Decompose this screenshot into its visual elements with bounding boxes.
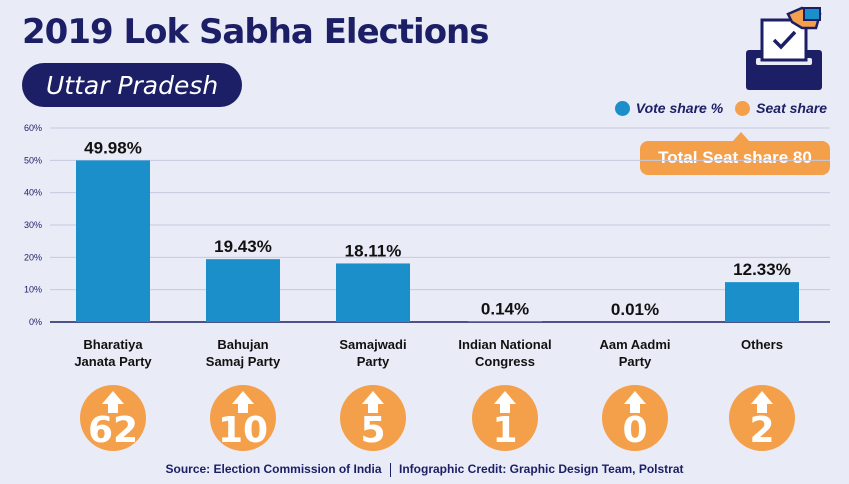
credit-text: Infographic Credit: Graphic Design Team,… (399, 462, 684, 476)
arrow-up-icon (751, 391, 773, 413)
seat-value: 2 (749, 410, 774, 451)
vote-bar (76, 160, 150, 322)
x-tick-label: Party (619, 354, 652, 369)
vote-bar (725, 282, 799, 322)
x-tick-label: Aam Aadmi (599, 337, 670, 352)
arrow-up-icon (102, 391, 124, 413)
seat-circle (472, 385, 538, 451)
vote-bar (336, 263, 410, 322)
total-seat-badge: Total Seat share 80 (640, 132, 830, 175)
data-label: 19.43% (214, 237, 272, 256)
x-tick-label: Samajwadi (339, 337, 406, 352)
legend-label-vote: Vote share % (635, 100, 724, 116)
x-tick-label: Bharatiya (83, 337, 143, 352)
legend-dot-vote (614, 100, 630, 116)
data-label: 12.33% (733, 260, 791, 279)
seat-value: 10 (218, 410, 268, 451)
y-tick-label: 60% (24, 123, 42, 133)
vote-bar (206, 259, 280, 322)
page-title: 2019 Lok Sabha Elections (22, 12, 489, 52)
arrow-up-icon (232, 391, 254, 413)
subtitle-text: Uttar Pradesh (46, 70, 219, 100)
total-seat-text: Total Seat share 80 (658, 148, 812, 167)
arrow-up-icon (624, 391, 646, 413)
seat-value: 5 (360, 410, 385, 451)
x-tick-label: Others (741, 337, 783, 352)
x-tick-label: Samaj Party (206, 354, 281, 369)
x-tick-label: Janata Party (74, 354, 152, 369)
x-tick-label: Bahujan (217, 337, 268, 352)
state-subtitle: Uttar Pradesh (22, 63, 243, 107)
legend-label-seat: Seat share (756, 100, 827, 116)
seat-circle (210, 385, 276, 451)
data-label: 0.01% (611, 300, 659, 319)
seat-value: 62 (88, 410, 138, 451)
seat-circle (80, 385, 146, 451)
data-label: 18.11% (345, 241, 402, 260)
footer: Source: Election Commission of India Info… (0, 462, 849, 477)
seat-value: 0 (622, 410, 647, 451)
data-label: 0.14% (481, 300, 529, 319)
source-text: Source: Election Commission of India (165, 462, 382, 476)
arrow-up-icon (494, 391, 516, 413)
legend-item-seat: Seat share (735, 100, 827, 116)
y-tick-label: 0% (29, 317, 42, 327)
legend-dot-seat (735, 100, 751, 116)
vote-share-chart: 0% 10% 20% 30% 40% 50% 60% 49.98% Bharatiya Janat… (24, 123, 830, 451)
x-tick-label: Indian National (458, 337, 551, 352)
legend-item-vote: Vote share % (614, 100, 724, 116)
x-tick-label: Party (357, 354, 390, 369)
x-tick-label: Congress (475, 354, 535, 369)
arrow-up-icon (362, 391, 384, 413)
y-tick-label: 10% (24, 285, 42, 295)
y-tick-label: 20% (24, 252, 42, 262)
seat-circle (340, 385, 406, 451)
y-tick-label: 50% (24, 155, 42, 165)
y-tick-label: 30% (24, 220, 42, 230)
footer-divider (389, 462, 392, 477)
seat-circle (729, 385, 795, 451)
seat-circle (602, 385, 668, 451)
ballot-box-icon (746, 6, 822, 90)
seat-value: 1 (492, 410, 517, 451)
y-tick-label: 40% (24, 188, 42, 198)
chart-legend: Vote share % Seat share (614, 100, 827, 116)
data-label: 49.98% (84, 138, 142, 157)
